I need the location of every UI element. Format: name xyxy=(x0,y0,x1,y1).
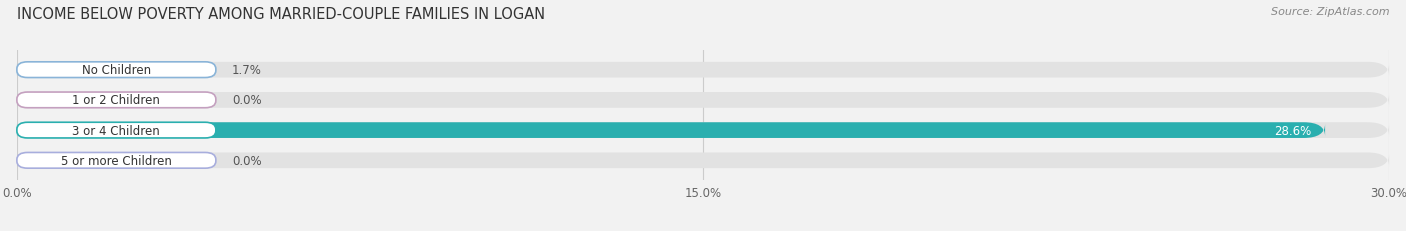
FancyBboxPatch shape xyxy=(17,153,217,168)
Text: INCOME BELOW POVERTY AMONG MARRIED-COUPLE FAMILIES IN LOGAN: INCOME BELOW POVERTY AMONG MARRIED-COUPL… xyxy=(17,7,546,22)
Text: No Children: No Children xyxy=(82,64,150,77)
FancyBboxPatch shape xyxy=(17,63,1389,78)
FancyBboxPatch shape xyxy=(17,63,94,78)
Text: Source: ZipAtlas.com: Source: ZipAtlas.com xyxy=(1271,7,1389,17)
Text: 28.6%: 28.6% xyxy=(1274,124,1312,137)
Text: 1 or 2 Children: 1 or 2 Children xyxy=(73,94,160,107)
FancyBboxPatch shape xyxy=(17,153,1389,168)
Text: 0.0%: 0.0% xyxy=(232,94,262,107)
Text: 0.0%: 0.0% xyxy=(232,154,262,167)
FancyBboxPatch shape xyxy=(17,63,217,78)
Text: 3 or 4 Children: 3 or 4 Children xyxy=(73,124,160,137)
FancyBboxPatch shape xyxy=(17,93,217,108)
FancyBboxPatch shape xyxy=(17,93,1389,108)
Text: 1.7%: 1.7% xyxy=(232,64,262,77)
FancyBboxPatch shape xyxy=(17,123,1324,138)
Text: 5 or more Children: 5 or more Children xyxy=(60,154,172,167)
FancyBboxPatch shape xyxy=(17,123,1389,138)
FancyBboxPatch shape xyxy=(17,123,217,138)
